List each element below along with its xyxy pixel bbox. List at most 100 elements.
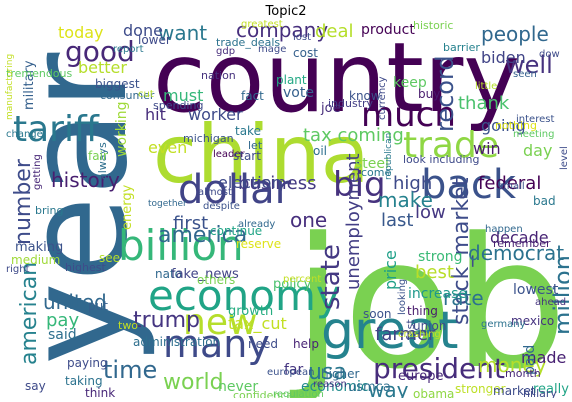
word-cloud: job year country china great economy dollar bil… — [3, 20, 569, 398]
word-see: see — [99, 251, 121, 265]
word-done: done — [123, 21, 163, 40]
word-united: united — [43, 290, 107, 314]
word-new: new — [183, 302, 258, 343]
word-help: help — [293, 337, 319, 351]
word-better: better — [78, 58, 127, 77]
word-others: others — [197, 273, 236, 287]
word-administration: administration — [133, 335, 221, 349]
word-spending: spending — [153, 99, 204, 112]
word-nothing: nothing — [495, 119, 537, 132]
word-reserve: reserve — [236, 237, 282, 251]
word-paying: paying — [67, 356, 108, 370]
word-almost: almost — [198, 187, 232, 198]
word-europe: europe — [398, 369, 444, 384]
word-many: many — [163, 322, 270, 366]
word-lost: lost — [293, 32, 312, 43]
word-germany: germany — [481, 319, 526, 330]
word-union: union — [413, 319, 447, 333]
word-look-including: look including — [403, 153, 480, 166]
word-worker: worker — [188, 105, 243, 124]
word-thing: thing — [407, 304, 438, 318]
word-obama: obama — [413, 387, 455, 398]
word-currency: currency — [377, 76, 388, 120]
word-joe: joe — [321, 101, 341, 116]
word-let: let — [248, 139, 263, 152]
word-michigan: michigan — [183, 132, 234, 145]
word-today: today — [58, 23, 104, 42]
word-well: well — [505, 51, 553, 79]
figure-title: Topic2 — [265, 4, 307, 19]
word-mage: mage — [258, 44, 287, 55]
word-economy: economy — [148, 271, 341, 320]
word-high: high — [393, 173, 433, 194]
word-lower: lower — [138, 33, 171, 47]
word-highest: highest — [65, 261, 106, 274]
word-keep: keep — [393, 75, 427, 91]
word-dollar: dollar — [178, 167, 292, 213]
word-meeting: meeting — [513, 129, 555, 140]
word-want: want — [158, 21, 208, 45]
word-world: world — [163, 370, 224, 395]
word-good: good — [65, 35, 135, 68]
word-medium: medium — [11, 253, 61, 267]
word-nation: nation — [201, 69, 236, 82]
word-nato: nato — [155, 267, 183, 281]
word-growth: growth — [228, 304, 274, 319]
word-strong: strong — [418, 249, 463, 265]
word-made: made — [521, 348, 567, 367]
word-people: people — [481, 22, 549, 46]
word-china: china — [153, 108, 370, 201]
word-interest: interest — [516, 114, 555, 125]
word-leader: leader — [213, 149, 245, 160]
word-bring: bring — [35, 204, 64, 217]
word-crashing: crashing — [398, 329, 441, 340]
word-trump: trump — [133, 308, 201, 333]
word-level: level — [559, 146, 569, 170]
word-tremendous: tremendous — [6, 67, 73, 80]
word-back: back — [421, 162, 517, 208]
word-dow: dow — [539, 49, 560, 60]
word-barrier: barrier — [443, 41, 480, 54]
word-american: american — [17, 261, 42, 365]
word-percent: percent — [283, 274, 322, 285]
word-start: start — [233, 149, 261, 163]
word-going: going — [481, 116, 526, 135]
word-say: say — [25, 379, 46, 393]
word-cut: cut — [138, 89, 154, 100]
word-bad: bad — [533, 194, 556, 208]
word-biggest: biggest — [95, 77, 140, 91]
word-need: need — [248, 337, 278, 351]
word-much: much — [361, 95, 456, 135]
word-best: best — [415, 262, 454, 283]
word-increase: increase — [408, 286, 468, 302]
word-big: big — [333, 165, 386, 205]
word-higher: higher — [321, 367, 360, 381]
word-even: even — [148, 138, 188, 157]
word-election: election — [218, 173, 282, 192]
word-last: last — [381, 210, 414, 231]
word-change: change — [6, 129, 43, 140]
word-usmca: usmca — [348, 380, 391, 395]
word-small: small — [498, 181, 525, 192]
word-trade: trade — [403, 125, 499, 166]
word-pay: pay — [46, 310, 80, 331]
word-rate: rate — [443, 286, 484, 310]
word-regulation: regulation — [273, 389, 324, 399]
word-america: america — [158, 223, 248, 248]
word-come: come — [361, 166, 392, 179]
word-thank: thank — [458, 93, 510, 114]
word-remember: remember — [493, 237, 551, 250]
word-trade-deals: trade_deals — [216, 36, 281, 49]
word-soon: soon — [363, 307, 392, 321]
word-money: money — [478, 353, 547, 377]
word-product: product — [361, 22, 415, 38]
word-fact: fact — [241, 89, 264, 103]
word-manufacturing: manufacturing — [5, 53, 15, 120]
word-fake-news: fake_news — [171, 267, 239, 282]
word-time: time — [103, 356, 158, 384]
word-never: never — [218, 379, 259, 395]
word-month: month — [505, 367, 541, 380]
word-make: make — [378, 188, 433, 212]
word-making: making — [15, 240, 64, 255]
word-president: president — [373, 352, 505, 385]
